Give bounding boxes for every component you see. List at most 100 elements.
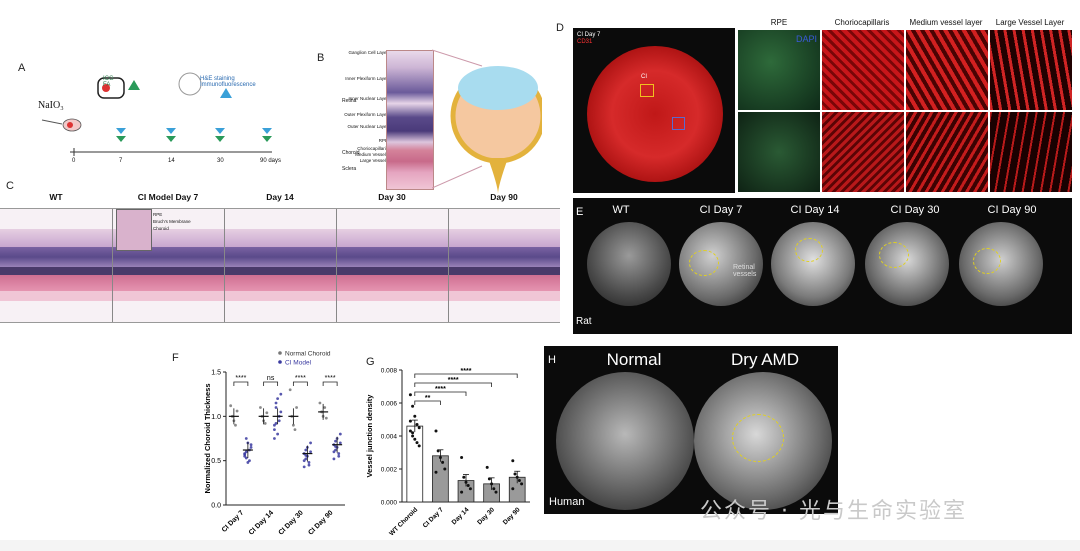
f-point-ci — [276, 397, 280, 400]
f-point-ci — [309, 441, 312, 445]
icg-label: ICG FA — [103, 76, 114, 88]
f-y-tick-label: 1.5 — [211, 370, 221, 377]
f-y-tick-label: 0.0 — [211, 503, 221, 510]
lens-icon — [458, 66, 538, 110]
g-point — [492, 487, 496, 491]
optic-nerve-icon — [488, 158, 508, 194]
g-point — [413, 414, 417, 418]
g-y-tick-label: 0.000 — [381, 500, 398, 507]
e-col-day30: CI Day 30 — [890, 204, 940, 216]
fundus-day14 — [771, 222, 855, 306]
g-sig-bracket — [414, 391, 467, 396]
flatmount-tag: CI Day 7 — [577, 32, 601, 38]
h-col-normal: Normal — [606, 350, 662, 369]
f-point-ci — [307, 461, 311, 464]
g-y-tick-label: 0.006 — [381, 401, 398, 408]
g-point — [438, 455, 442, 459]
f-point-ci — [244, 450, 248, 454]
g-bar — [406, 425, 424, 503]
f-point-ci — [249, 443, 253, 447]
f-point-ci — [337, 454, 341, 458]
fundus-day90 — [959, 222, 1043, 306]
g-point — [417, 426, 421, 430]
g-point — [413, 437, 417, 441]
vessel-density-chart: 0.000 0.002 0.004 0.006 0.008 Vessel junction… — [365, 368, 530, 537]
choriocapillaris-bottom-image — [822, 112, 904, 192]
f-point-ci — [244, 456, 248, 460]
imaging-mouse-icon — [97, 77, 125, 99]
g-point — [511, 487, 515, 491]
f-point-ci — [304, 453, 308, 457]
f-point-normal — [288, 388, 292, 392]
e-col-wt: WT — [612, 204, 630, 216]
choroid-label: Choroid — [342, 150, 360, 156]
panel-a-label: A — [18, 62, 26, 74]
f-point-normal — [324, 416, 328, 420]
panel-h-fundus: H Normal Dry AMD Human — [544, 346, 838, 514]
panel-c-label: C — [6, 180, 14, 192]
f-point-ci — [274, 406, 278, 409]
f-point-ci — [307, 463, 311, 467]
rpe-top-image: DAPI — [738, 30, 820, 110]
eye-diagram — [432, 49, 542, 194]
injection-icon — [67, 122, 73, 128]
g-point — [468, 487, 472, 491]
rat-label: Rat — [576, 316, 592, 327]
g-point — [462, 475, 466, 479]
bottom-bar — [0, 540, 1080, 551]
f-point-normal — [234, 423, 237, 427]
g-point — [464, 480, 468, 484]
g-sig-bracket — [414, 373, 518, 378]
g-point — [460, 490, 464, 494]
retina-label: Retina — [342, 98, 357, 104]
f-point-ci — [243, 453, 247, 456]
timepoint-markers — [116, 128, 272, 142]
f-point-ci — [246, 461, 250, 464]
medium-vessel-bottom-image — [906, 112, 988, 192]
f-legend-marker — [278, 351, 282, 355]
sclera-label: Sclera — [342, 166, 357, 172]
f-point-ci — [334, 448, 337, 452]
blue-triangle-icon — [220, 88, 232, 98]
roi-marker-blue — [672, 117, 685, 130]
f-x-tick-label: CI Day 30 — [278, 509, 305, 536]
lesion-circle — [689, 250, 719, 276]
large-vessel-top-image — [990, 30, 1072, 110]
d-col-large: Large Vessel Layer — [995, 18, 1065, 27]
g-point — [515, 475, 519, 479]
timeline-diagram — [41, 72, 272, 156]
g-point — [411, 434, 415, 438]
e-col-day90: CI Day 90 — [987, 204, 1037, 216]
f-point-ci — [273, 423, 276, 427]
g-point — [466, 484, 470, 487]
e-col-day7: CI Day 7 — [699, 204, 743, 216]
flatmount-retina — [587, 46, 723, 182]
f-point-ci — [334, 445, 337, 448]
f-point-ci — [334, 439, 337, 443]
f-point-normal — [259, 406, 262, 409]
d-col-chorio: Choriocapillaris — [834, 18, 890, 27]
g-x-tick-label: WT Choroid — [388, 506, 419, 537]
g-point — [415, 441, 419, 445]
green-triangle-icon — [128, 80, 140, 90]
g-point — [513, 472, 517, 476]
g-point — [415, 422, 419, 426]
c-col-day30: Day 30 — [378, 192, 406, 202]
f-point-ci — [277, 419, 281, 423]
g-sig-label: **** — [448, 377, 459, 384]
f-sig-bracket — [292, 381, 308, 386]
e-col-day14: CI Day 14 — [790, 204, 840, 216]
f-point-ci — [276, 432, 280, 436]
g-sig-label: ** — [425, 395, 431, 402]
g-x-tick-label: Day 90 — [502, 506, 522, 526]
f-point-ci — [302, 465, 306, 469]
rpe-bottom-image — [738, 112, 820, 192]
f-point-ci — [338, 432, 342, 436]
f-point-ci — [274, 401, 278, 405]
g-x-tick-label: CI Day 7 — [422, 506, 445, 529]
g-sig-bracket — [414, 382, 492, 387]
f-sig-label: **** — [235, 375, 246, 382]
roi-marker-yellow — [640, 84, 654, 97]
g-sig-bracket — [414, 400, 441, 405]
dapi-label: DAPI — [796, 34, 818, 44]
